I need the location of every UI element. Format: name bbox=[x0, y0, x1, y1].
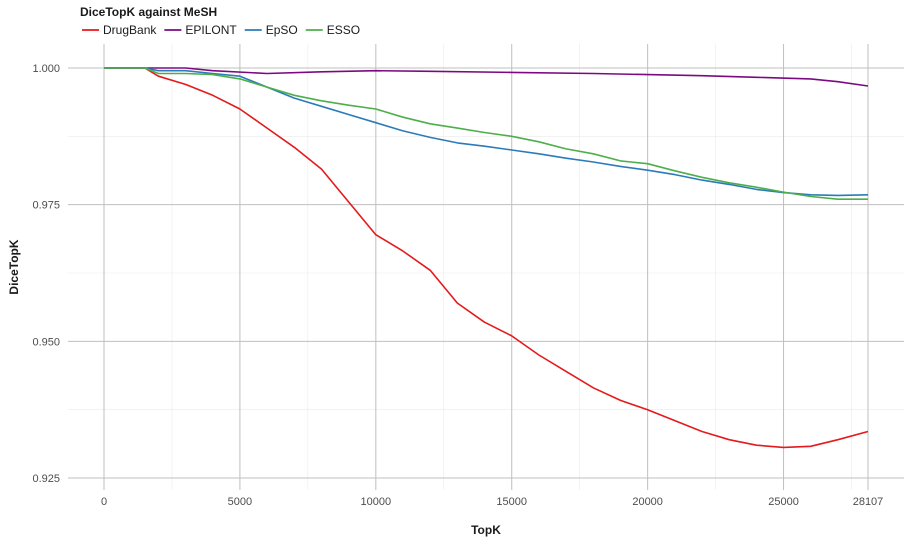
y-axis-title: DiceTopK bbox=[7, 239, 21, 294]
y-axis-ticks: 0.925 0.950 0.975 1.000 bbox=[32, 63, 60, 485]
y-tick-label: 0.925 bbox=[32, 473, 60, 485]
y-tick-label: 1.000 bbox=[32, 63, 60, 75]
x-tick-label: 28107 bbox=[853, 496, 884, 508]
x-tick-label: 5000 bbox=[228, 496, 252, 508]
series-layer bbox=[104, 67, 869, 449]
grid-minor bbox=[68, 44, 904, 490]
x-tick-label: 20000 bbox=[632, 496, 663, 508]
grid-major bbox=[68, 44, 904, 490]
series-line-epilont bbox=[104, 67, 869, 87]
x-tick-label: 25000 bbox=[768, 496, 799, 508]
x-axis-ticks: 0 5000 10000 15000 20000 25000 28107 bbox=[101, 496, 883, 508]
x-tick-label: 0 bbox=[101, 496, 107, 508]
series-line-esso bbox=[104, 67, 868, 200]
legend-label-epso: EpSO bbox=[266, 23, 298, 37]
x-tick-label: 15000 bbox=[496, 496, 527, 508]
legend: DrugBank EPILONT EpSO ESSO bbox=[82, 23, 360, 37]
series-line-epso bbox=[104, 67, 869, 197]
legend-label-drugbank: DrugBank bbox=[103, 23, 157, 37]
legend-label-epilont: EPILONT bbox=[185, 23, 237, 37]
y-tick-label: 0.950 bbox=[32, 336, 60, 348]
legend-title: DiceTopK against MeSH bbox=[80, 5, 217, 19]
x-axis-title: TopK bbox=[471, 523, 501, 537]
legend-label-esso: ESSO bbox=[327, 23, 360, 37]
x-tick-label: 10000 bbox=[361, 496, 392, 508]
y-tick-label: 0.975 bbox=[32, 200, 60, 212]
series-line-drugbank bbox=[104, 67, 869, 449]
